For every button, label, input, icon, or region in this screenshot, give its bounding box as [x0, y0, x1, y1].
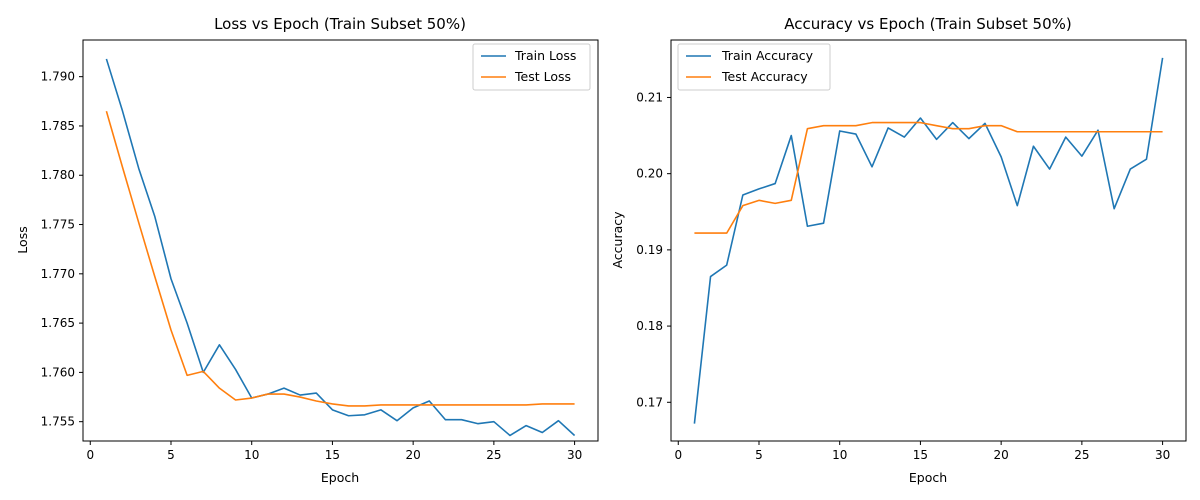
loss-xtick-label: 20 — [406, 448, 421, 462]
loss-legend-test-label: Test Loss — [514, 69, 571, 84]
loss-train-loss-line — [105, 58, 576, 437]
accuracy-chart-title: Accuracy vs Epoch (Train Subset 50%) — [784, 15, 1071, 33]
accuracy-chart-ylabel: Accuracy — [610, 211, 625, 269]
accuracy-legend-box — [677, 43, 831, 91]
loss-xtick-label: 30 — [567, 448, 582, 462]
accuracy-chart-xlabel: Epoch — [909, 470, 947, 485]
loss-chart-ylabel: Loss — [15, 226, 30, 253]
loss-chart-title: Loss vs Epoch (Train Subset 50%) — [214, 15, 466, 33]
accuracy-chart: Accuracy vs Epoch (Train Subset 50%) 0 5 1… — [610, 15, 1187, 485]
accuracy-chart-frame — [670, 39, 1187, 442]
accuracy-train-accuracy-line — [693, 57, 1164, 424]
loss-chart-legend: Train Loss Test Loss — [472, 43, 591, 91]
loss-ytick-label: 1.760 — [41, 365, 75, 379]
loss-ytick-label: 1.780 — [41, 168, 75, 182]
loss-xtick-label: 25 — [486, 448, 501, 462]
loss-chart-xlabel: Epoch — [321, 470, 359, 485]
accuracy-xtick-label: 25 — [1074, 448, 1089, 462]
accuracy-xtick-label: 0 — [674, 448, 682, 462]
loss-ytick-label: 1.765 — [41, 316, 75, 330]
accuracy-xtick-label: 5 — [755, 448, 763, 462]
accuracy-xtick-label: 10 — [832, 448, 847, 462]
loss-test-loss-line — [105, 110, 575, 407]
accuracy-xtick-label: 20 — [994, 448, 1009, 462]
accuracy-test-accuracy-line — [694, 121, 1163, 234]
loss-chart-frame — [82, 39, 599, 442]
loss-chart-plot: 0 5 10 15 20 25 30 1.755 1.760 1.765 1.770 1.775 1.7… — [41, 58, 582, 462]
loss-ytick-label: 1.785 — [41, 119, 75, 133]
accuracy-xtick-label: 15 — [913, 448, 928, 462]
loss-ytick-label: 1.790 — [41, 70, 75, 84]
loss-xtick-label: 0 — [86, 448, 94, 462]
accuracy-chart-legend: Train Accuracy Test Accuracy — [677, 43, 831, 91]
accuracy-chart-plot: 0 5 10 15 20 25 30 0.17 0.18 0.19 0.20 0.21 — [636, 57, 1170, 462]
loss-chart: Loss vs Epoch (Train Subset 50%) 0 5 10 15 2… — [15, 15, 599, 485]
loss-ytick-label: 1.755 — [41, 415, 75, 429]
accuracy-ytick-label: 0.21 — [636, 90, 663, 104]
loss-ytick-label: 1.770 — [41, 267, 75, 281]
accuracy-ytick-label: 0.17 — [636, 395, 663, 409]
accuracy-ytick-label: 0.20 — [636, 167, 663, 181]
accuracy-legend-test-label: Test Accuracy — [721, 69, 808, 84]
loss-legend-train-label: Train Loss — [514, 48, 576, 63]
accuracy-ytick-label: 0.19 — [636, 243, 663, 257]
accuracy-legend-train-label: Train Accuracy — [721, 48, 814, 63]
loss-xtick-label: 10 — [244, 448, 259, 462]
loss-xtick-label: 5 — [167, 448, 175, 462]
loss-ytick-label: 1.775 — [41, 218, 75, 232]
loss-xtick-label: 15 — [325, 448, 340, 462]
accuracy-xtick-label: 30 — [1155, 448, 1170, 462]
accuracy-ytick-label: 0.18 — [636, 319, 663, 333]
